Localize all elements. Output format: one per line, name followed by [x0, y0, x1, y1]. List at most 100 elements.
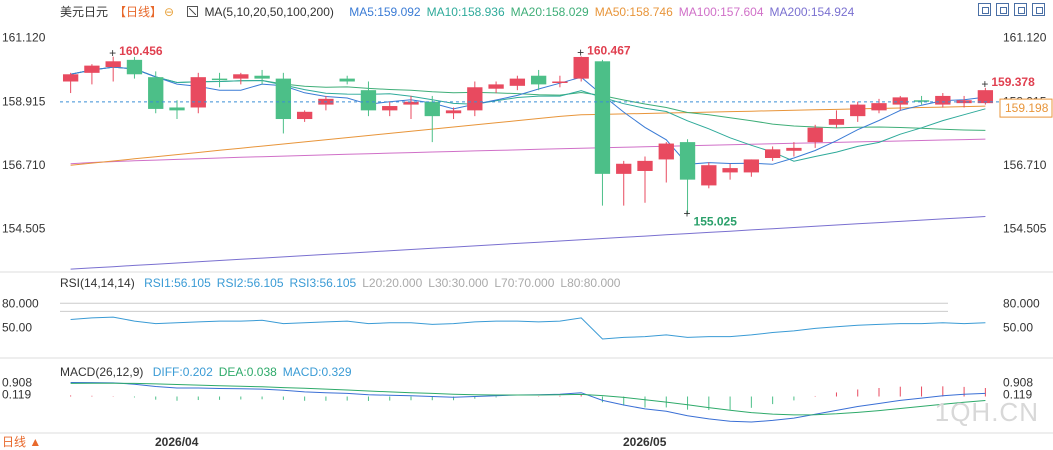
rsi-value-3: L20:20.000	[362, 276, 423, 290]
rsi-tick-left: 50.00	[2, 321, 32, 335]
annotation-marker: +	[109, 46, 116, 60]
candle-body	[84, 65, 100, 73]
candle-body	[892, 97, 908, 105]
candle-body	[467, 87, 483, 111]
rsi-value-6: L80:80.000	[560, 276, 621, 290]
rsi-label: RSI(14,14,14)	[60, 276, 135, 290]
candle-body	[935, 95, 951, 105]
period-dropdown-icon[interactable]: ⊖	[164, 5, 175, 19]
ma-values: MA5:159.092 MA10:158.936 MA20:158.029 MA50:…	[349, 5, 860, 19]
candle-body	[573, 56, 589, 79]
current-price-box	[999, 98, 1053, 118]
ma-value-4: MA100:157.604	[678, 5, 764, 19]
x-axis-label: 2026/05	[623, 435, 667, 449]
ma-value-3: MA50:158.746	[594, 5, 673, 19]
ma-value-0: MA5:159.092	[349, 5, 421, 19]
ma50-line	[70, 105, 986, 166]
candle-body	[743, 159, 760, 173]
price-tick-right: 156.710	[1003, 158, 1047, 172]
candle-body	[403, 101, 419, 105]
rsi-value-4: L30:30.000	[428, 276, 489, 290]
ma-toggle-icon[interactable]	[187, 6, 199, 17]
annotation-marker: +	[981, 77, 988, 91]
candle-body	[190, 77, 206, 108]
macd-tick-left: 0.119	[2, 388, 31, 402]
candle-body	[828, 119, 845, 125]
candle-body	[233, 74, 249, 79]
candle-body	[445, 110, 462, 114]
main-legend: 美元日元 【日线】 ⊖ MA(5,10,20,50,100,200) MA5:159…	[60, 3, 866, 20]
rsi-tick-right: 80.000	[1003, 296, 1040, 310]
ma-value-5: MA200:154.924	[769, 5, 855, 19]
candle-body	[616, 163, 632, 174]
candle-body	[637, 160, 653, 171]
candle-body	[360, 90, 377, 111]
macd-value-2: MACD:0.329	[282, 365, 352, 379]
ma200-line	[70, 216, 986, 270]
candle-body	[552, 81, 568, 83]
ma20-line	[70, 66, 986, 131]
macd-tick-right: 0.908	[1003, 376, 1033, 390]
candle-body	[296, 111, 313, 120]
candle-body	[658, 143, 674, 160]
candle-body	[850, 104, 866, 117]
candle-body	[679, 142, 696, 180]
candle-body	[977, 90, 994, 104]
zoom-in-icon[interactable]	[996, 3, 1009, 16]
period-switch[interactable]: 日线 ▲	[2, 435, 42, 449]
price-tick-left: 161.120	[2, 31, 46, 45]
price-tick-right: 161.120	[1003, 31, 1047, 45]
candle-body	[701, 165, 717, 186]
rsi-tick-right: 50.00	[1003, 321, 1033, 335]
candle-body	[509, 78, 526, 86]
price-tick-right: 154.505	[1003, 222, 1047, 236]
symbol-label: 美元日元	[60, 5, 109, 19]
macd-label: MACD(26,12,9)	[60, 365, 144, 379]
macd-value-0: DIFF:0.202	[152, 365, 213, 379]
candle-body	[382, 106, 398, 111]
ma-label: MA(5,10,20,50,100,200)	[204, 5, 334, 19]
rsi-value-5: L70:70.000	[494, 276, 555, 290]
ma5-line	[70, 66, 986, 165]
annotation-label: 159.378	[991, 75, 1035, 89]
candle-body	[786, 147, 802, 151]
candle-body	[339, 78, 355, 82]
macd-tick-left: 0.908	[2, 376, 32, 390]
candle-body	[871, 103, 887, 111]
move-icon[interactable]	[978, 3, 991, 16]
x-axis-label: 2026/04	[155, 435, 199, 449]
rsi-value-1: RSI2:56.105	[216, 276, 284, 290]
annotation-label: 160.467	[587, 43, 631, 57]
annotation-marker: +	[684, 207, 691, 221]
candle-body	[594, 61, 611, 174]
fullscreen-icon[interactable]	[1032, 3, 1045, 16]
rsi-values: RSI1:56.105 RSI2:56.105 RSI3:56.105 L20:20.…	[144, 276, 626, 290]
candle-body	[530, 75, 547, 85]
watermark: 1QH.CN	[934, 397, 1039, 427]
macd-values: DIFF:0.202 DEA:0.038 MACD:0.329	[153, 365, 358, 379]
ma-value-2: MA20:158.029	[510, 5, 589, 19]
candle-body	[807, 127, 823, 143]
current-price-label: 159.198	[1005, 101, 1049, 115]
candle-body	[275, 78, 292, 120]
candle-body	[148, 77, 164, 109]
candle-body	[764, 149, 781, 158]
candle-body	[105, 61, 121, 68]
candle-body	[956, 100, 972, 104]
rsi-line	[70, 316, 986, 340]
candle-body	[169, 107, 185, 111]
annotation-label: 155.025	[694, 215, 738, 229]
dea-line	[70, 382, 986, 416]
zoom-out-icon[interactable]	[1014, 3, 1027, 16]
candle-body	[126, 59, 143, 75]
rsi-legend: RSI(14,14,14) RSI1:56.105 RSI2:56.105 RSI3…	[60, 276, 632, 290]
candle-body	[62, 74, 79, 82]
annotation-marker: +	[577, 45, 584, 59]
price-tick-left: 154.505	[2, 222, 46, 236]
candle-body	[211, 78, 228, 81]
macd-value-1: DEA:0.038	[218, 365, 277, 379]
period-label[interactable]: 【日线】	[114, 5, 163, 19]
ma10-line	[70, 66, 986, 162]
chart-toolbar	[978, 3, 1045, 16]
